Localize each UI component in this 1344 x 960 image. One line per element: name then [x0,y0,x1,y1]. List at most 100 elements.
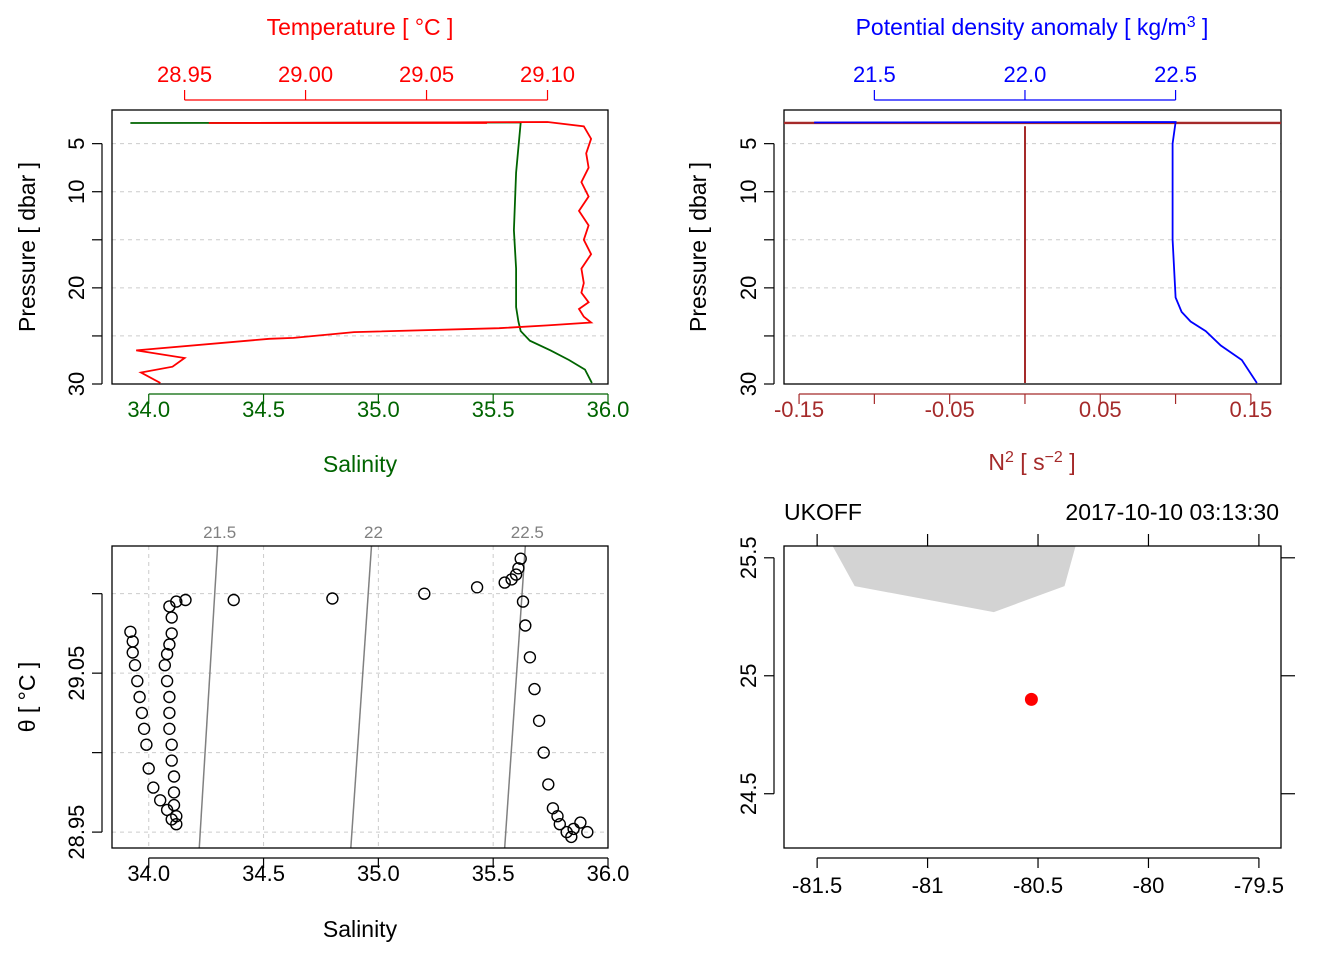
n2-axis-title: N2 [ s−2 ] [988,449,1075,476]
lat-axis-tick-label: 25.5 [736,536,761,579]
ts-point [516,595,530,608]
ts-point [326,592,339,605]
top-axis-tick-label: 22.0 [1004,62,1047,87]
ts-point [567,822,580,836]
lon-axis-tick-label: -81 [912,873,944,898]
salinity-line [130,121,593,384]
y-axis-tick-label: 28.95 [64,805,89,860]
bottom-axis-tick-label: 34.0 [127,397,170,422]
density-line [814,121,1258,384]
ts-point [165,611,178,624]
station-name: UKOFF [784,499,862,525]
lat-axis-tick-label: 25 [736,664,761,688]
lon-axis-tick-label: -80.5 [1013,873,1063,898]
isopycnal-label: 21.5 [203,523,236,542]
ts-point [165,738,178,751]
ts-point [498,576,511,589]
ts-point [165,627,178,640]
ts-point [140,738,153,751]
y-axis-tick-label: 10 [64,179,89,203]
bottom-axis-tick-label: 35.0 [357,861,400,886]
bottom-axis-tick-label: 34.5 [242,861,285,886]
y-axis-tick-label: 10 [736,179,761,203]
ts-point [565,830,578,844]
top-axis-tick-label: 21.5 [853,62,896,87]
lon-axis-tick-label: -80 [1133,873,1165,898]
ts-point [131,674,144,688]
top-axis-tick-label: 22.5 [1154,62,1197,87]
land-polygon [795,546,1076,613]
ts-point [163,690,176,704]
y-axis-tick-label: 5 [64,138,89,150]
theta-axis-title: θ [ °C ] [14,662,40,733]
ts-point [553,818,566,831]
bottom-axis-tick-label: 0.15 [1229,397,1272,422]
ts-point [147,781,160,794]
y-axis-tick-label: 5 [736,138,761,150]
y-axis-tick-label: 30 [64,372,89,396]
ts-x-axis-title: Salinity [323,916,398,942]
ts-point [135,706,149,720]
bottom-axis-tick-label: -0.15 [774,397,824,422]
y-axis-tick-label: 29.05 [64,646,89,701]
station-point [1024,692,1038,706]
ts-point [126,646,139,659]
plot-frame [783,545,1282,849]
ts-point [137,722,151,735]
ts-point [519,619,532,632]
ts-point [160,674,174,688]
ts-point [551,810,564,823]
plot-frame [111,545,609,849]
bottom-axis-tick-label: 35.0 [357,397,400,422]
top-axis-tick-label: 29.05 [399,62,454,87]
bottom-axis-tick-label: 34.5 [242,397,285,422]
panel-ts-diagram: 21.5 22 22.5 34.0 34.5 35.0 35.5 36.0 28.95 29.05… [14,523,629,942]
pressure-axis-title: Pressure [ dbar ] [14,162,40,332]
panel-map: -81.5 -81 -80.5 -80 -79.5 24.5 25 25.5 UKOFF 2017… [736,499,1295,898]
ts-point [153,794,167,807]
ts-point [124,625,137,638]
ts-point [514,552,527,565]
ts-point [160,647,174,661]
plot-frame [111,109,609,385]
top-axis-tick-label: 29.10 [520,62,575,87]
plot-frame [783,109,1282,385]
lon-axis-tick-label: -81.5 [792,873,842,898]
panel-temperature-salinity: 28.95 29.00 29.05 29.10 34.0 34.5 35.0 35.5 36.0… [14,14,629,477]
ts-point [537,746,550,759]
bottom-axis-tick-label: -0.05 [925,397,975,422]
ts-point [470,581,484,594]
ts-point [179,593,192,607]
ts-point [528,682,541,696]
y-axis-tick-label: 30 [736,372,761,396]
isopycnal-label: 22.5 [511,523,544,542]
bottom-axis-tick-label: 35.5 [472,397,515,422]
ts-point [142,762,155,775]
temperature-axis-title: Temperature [ °C ] [267,14,454,40]
ts-point [523,651,537,664]
ts-point [163,722,176,735]
station-datetime: 2017-10-10 03:13:30 [1065,499,1279,525]
salinity-axis-title: Salinity [323,451,398,477]
ts-point [167,786,181,799]
top-axis-tick-label: 28.95 [157,62,212,87]
ts-point [165,754,178,767]
ts-point [170,595,183,608]
ts-point [167,770,181,783]
ts-point [167,798,181,812]
bottom-axis-tick-label: 0.05 [1079,397,1122,422]
density-axis-title: Potential density anomaly [ kg/m3 ] [856,14,1209,41]
ts-point [581,825,594,839]
isopycnal-line [503,545,527,849]
lon-axis-tick-label: -79.5 [1234,873,1284,898]
y-axis-tick-label: 20 [64,276,89,300]
bottom-axis-tick-label: 35.5 [472,861,515,886]
bottom-axis-tick-label: 36.0 [587,861,630,886]
ts-point [158,659,172,672]
isopycnal-line [350,545,373,849]
isopycnal-line [198,545,219,849]
pressure-axis-title: Pressure [ dbar ] [685,162,711,332]
lat-axis-tick-label: 24.5 [736,772,761,815]
bottom-axis-tick-label: 34.0 [127,861,170,886]
